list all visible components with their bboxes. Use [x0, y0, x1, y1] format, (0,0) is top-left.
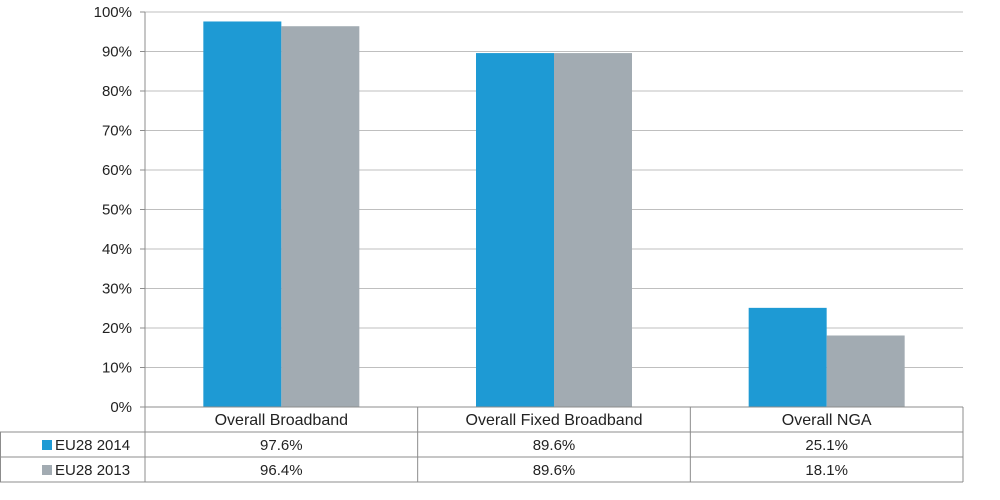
data-table: Overall Broadband Overall Fixed Broadband…	[0, 406, 964, 483]
y-tick-label: 0%	[110, 399, 132, 416]
data-cell-label: 96.4%	[260, 462, 303, 479]
y-tick-label: 40%	[102, 241, 132, 258]
data-cell-label: 97.6%	[260, 437, 303, 454]
data-cell-label: 89.6%	[533, 462, 576, 479]
data-cell-label: 18.1%	[805, 462, 848, 479]
y-tick-label: 10%	[102, 360, 132, 377]
y-tick-label: 30%	[102, 281, 132, 298]
legend-label: EU28 2014	[55, 437, 130, 454]
category-label: Overall NGA	[782, 412, 872, 429]
legend-swatch	[42, 465, 52, 475]
legend-swatch	[42, 440, 52, 450]
y-tick-label: 90%	[102, 44, 132, 61]
y-tick-label: 60%	[102, 162, 132, 179]
y-tick-label: 70%	[102, 123, 132, 140]
bar	[476, 53, 554, 407]
category-label: Overall Fixed Broadband	[466, 412, 643, 429]
bar	[281, 26, 360, 407]
bar	[748, 307, 827, 407]
y-axis-ticks: 0% 10% 20% 30% 40% 50% 60% 70% 80% 90% 100%	[94, 4, 132, 416]
data-cell-label: 25.1%	[805, 437, 848, 454]
y-tick-label: 50%	[102, 202, 132, 219]
category-label: Overall Broadband	[215, 412, 348, 429]
y-tick-label: 100%	[94, 4, 132, 21]
bar	[554, 53, 632, 407]
bar	[826, 335, 905, 407]
bars	[203, 21, 905, 407]
legend-label: EU28 2013	[55, 462, 130, 479]
bar	[203, 21, 282, 407]
axes	[140, 11, 146, 408]
y-tick-label: 20%	[102, 320, 132, 337]
y-tick-label: 80%	[102, 83, 132, 100]
data-cell-label: 89.6%	[533, 437, 576, 454]
